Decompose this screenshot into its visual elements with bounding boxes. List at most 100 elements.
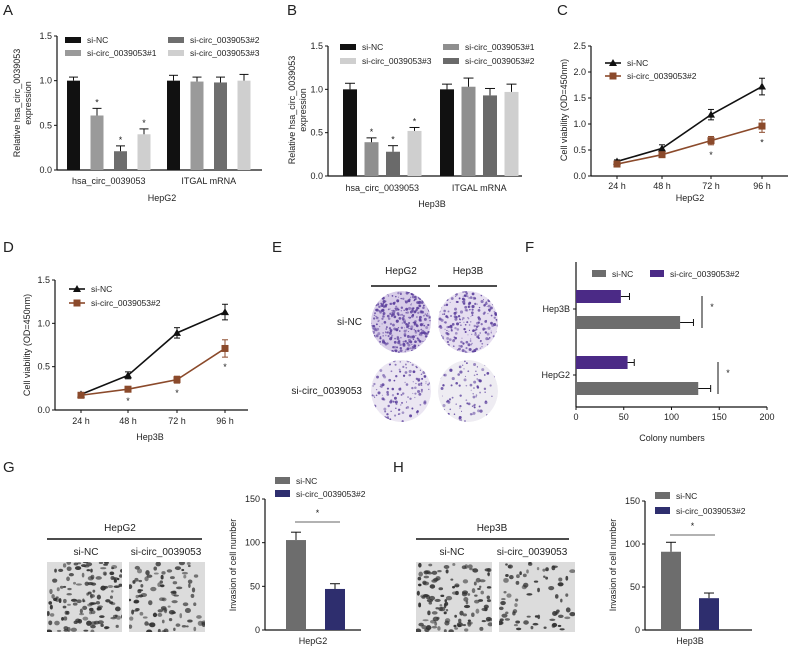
cell-blob xyxy=(153,572,159,575)
cell-blob xyxy=(193,574,199,578)
cell-blob xyxy=(157,609,163,613)
colony-dot xyxy=(470,321,472,323)
cell-blob xyxy=(181,624,187,628)
cell-blob xyxy=(565,593,569,597)
colony-dot xyxy=(423,375,427,378)
colony-dot xyxy=(373,338,375,341)
cell-blob xyxy=(452,563,456,566)
colony-dot xyxy=(423,415,426,418)
colony-dot xyxy=(444,321,447,324)
colony-dot xyxy=(371,330,376,334)
cell-blob xyxy=(514,603,518,607)
colony-dot xyxy=(391,394,395,397)
colony-dot xyxy=(419,323,423,327)
colony-dot xyxy=(416,410,419,412)
marker-square xyxy=(77,391,85,399)
cell-blob xyxy=(461,590,469,595)
cell-blob xyxy=(148,600,153,606)
colony-dot xyxy=(377,346,380,350)
colony-dot xyxy=(403,309,405,311)
colony-dot xyxy=(421,310,425,314)
colony-dot xyxy=(417,417,420,419)
colony-dot xyxy=(477,321,480,324)
cell-blob xyxy=(509,575,514,580)
cell-blob xyxy=(119,568,122,573)
colony-dot xyxy=(475,396,477,398)
colony-dot xyxy=(378,293,380,295)
colony-dot xyxy=(398,387,402,391)
colony-dot xyxy=(446,417,450,420)
cell-blob xyxy=(47,610,50,616)
colony-dot xyxy=(488,308,491,312)
cell-blob xyxy=(462,579,469,584)
y-tick-label: 1.5 xyxy=(310,41,323,51)
colony-dot xyxy=(418,300,422,305)
colony-dot xyxy=(493,322,497,327)
x-tick-label: 96 h xyxy=(753,181,771,191)
colony-dot xyxy=(424,339,428,342)
colony-dot xyxy=(471,333,473,336)
colony-dot xyxy=(466,295,469,298)
colony-dot xyxy=(479,332,481,334)
marker-square xyxy=(707,137,715,145)
cell-blob xyxy=(55,596,59,599)
cell-blob xyxy=(84,581,90,586)
colony-dot xyxy=(428,342,431,345)
colony-dot xyxy=(480,299,484,304)
colony-dot xyxy=(379,385,381,388)
colony-dot xyxy=(474,333,477,336)
colony-dot xyxy=(465,340,469,344)
cell-blob xyxy=(54,620,60,626)
colony-dot xyxy=(403,329,407,333)
colony-dot xyxy=(422,342,426,346)
colony-dot xyxy=(405,366,408,369)
cell-blob xyxy=(445,595,453,601)
colony-dot xyxy=(464,360,466,363)
cell-blob xyxy=(52,578,58,583)
cell-blob xyxy=(526,593,533,596)
cell-blob xyxy=(467,621,472,627)
cell-blob xyxy=(565,607,571,613)
colony-dot xyxy=(488,337,491,339)
colony-dot xyxy=(386,314,390,318)
significance-asterisk: * xyxy=(95,97,99,107)
legend-label: si-circ_0039053#1 xyxy=(465,42,535,52)
colony-dot xyxy=(462,291,465,293)
colony-dot xyxy=(409,374,412,376)
marker-triangle xyxy=(124,371,132,379)
colony-dot xyxy=(387,360,390,361)
cell-blob xyxy=(453,624,457,628)
colony-dot xyxy=(408,341,410,343)
cell-blob xyxy=(513,624,518,627)
legend-label: si-circ_0039053#3 xyxy=(362,56,432,66)
colony-dot xyxy=(428,382,431,385)
colony-dot xyxy=(411,363,414,367)
colony-dot xyxy=(443,373,447,377)
cell-blob xyxy=(87,603,93,607)
row-label: si-circ_0039053 xyxy=(291,386,362,397)
colony-dot xyxy=(476,366,479,368)
colony-dot xyxy=(404,351,406,353)
colony-dot xyxy=(491,395,493,397)
colony-dot xyxy=(411,386,414,390)
colony-dot xyxy=(381,349,384,353)
cell-blob xyxy=(131,609,135,615)
colony-dot xyxy=(379,340,382,343)
colony-dot xyxy=(414,348,417,351)
colony-dot xyxy=(456,348,459,351)
colony-dot xyxy=(378,310,380,312)
chart-panel-B: 0.0 0.5 1.0 1.5 Relative hsa_circ_0039053 exp… xyxy=(287,41,535,209)
colony-dot xyxy=(411,343,413,346)
y-axis-title: Relative hsa_circ_0039053 xyxy=(12,49,22,158)
invasion-micrograph xyxy=(47,562,122,632)
colony-dot xyxy=(469,308,471,311)
colony-dot xyxy=(418,392,422,396)
colony-dot xyxy=(414,361,417,363)
cell-blob xyxy=(530,625,534,630)
colony-dot xyxy=(371,300,375,304)
colony-dot xyxy=(424,313,427,316)
colony-dot xyxy=(383,291,385,293)
cell-blob xyxy=(450,578,454,581)
colony-dot xyxy=(401,313,404,316)
cell-blob xyxy=(61,616,64,621)
